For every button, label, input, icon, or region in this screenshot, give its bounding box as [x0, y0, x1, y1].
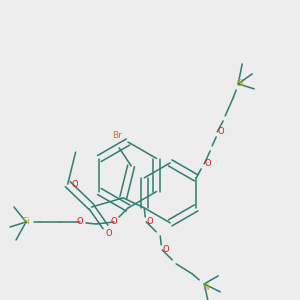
Text: O: O	[218, 128, 224, 136]
Text: O: O	[111, 218, 117, 226]
Text: O: O	[205, 159, 211, 168]
Text: O: O	[77, 218, 83, 226]
Text: O: O	[163, 245, 169, 254]
Text: O: O	[71, 180, 78, 189]
Text: O: O	[105, 229, 112, 238]
Text: Br: Br	[112, 131, 122, 140]
Text: O: O	[147, 218, 154, 226]
Text: Si: Si	[236, 80, 244, 88]
Text: Si: Si	[22, 218, 30, 226]
Text: Si: Si	[202, 284, 210, 292]
